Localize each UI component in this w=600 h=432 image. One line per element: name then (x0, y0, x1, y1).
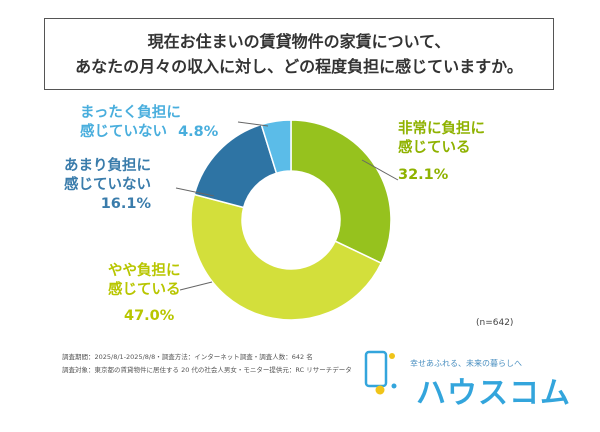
slice-label-very-burdened: 非常に負担に 感じている 32.1% (398, 120, 485, 185)
sample-size-note: (n=642) (476, 318, 514, 328)
slice-label-line2: 感じていない (64, 177, 151, 193)
logo-name: ハウスコム (416, 376, 571, 411)
leader-line-very-burdened (361, 159, 399, 181)
chart-title-line1: 現在お住まいの賃貸物件の家賃について、 (147, 32, 451, 51)
slice-not-burdened-at-all (260, 119, 292, 175)
survey-footer-line2: 調査対象：東京都の賃貸物件に居住する 20 代の社会人男女・モニター提供元：RC… (62, 366, 352, 374)
slice-label-line1: 非常に負担に (398, 121, 485, 137)
slice-label-somewhat-burdened: やや負担に 感じている 47.0% (108, 262, 181, 326)
slice-label-line1: まったく負担に (80, 105, 181, 121)
slice-label-line1: やや負担に (108, 263, 181, 279)
survey-footer-line1: 調査期間：2025/8/1-2025/8/8・調査方法：インターネット調査・調査… (62, 353, 313, 361)
chart-title-line2: あなたの月々の収入に対し、どの程度負担に感じていますか。 (75, 57, 523, 76)
slice-somewhat-burdened (190, 193, 383, 321)
slice-value: 16.1% (100, 196, 151, 212)
slice-label-line2: 感じていない (80, 124, 167, 140)
slice-label-not-burdened-at-all: まったく負担に 感じていない 4.8% (80, 104, 218, 142)
title-box: 現在お住まいの賃貸物件の家賃について、 あなたの月々の収入に対し、どの程度負担に… (44, 18, 554, 90)
slice-very-burdened (290, 119, 392, 265)
slice-label-line1: あまり負担に (64, 158, 151, 174)
slice-label-line2: 感じている (398, 140, 471, 156)
logo-mark-icon (364, 350, 397, 395)
slice-label-not-very-burdened: あまり負担に 感じていない 16.1% (64, 157, 151, 214)
slice-value: 4.8% (178, 124, 219, 140)
slice-value: 32.1% (398, 167, 449, 183)
leader-line-not-very-burdened (175, 187, 215, 197)
leader-line-somewhat-burdened (179, 281, 213, 291)
slice-value: 47.0% (124, 308, 175, 324)
slice-label-line2: 感じている (108, 282, 181, 298)
leader-line-not-burdened-at-all (237, 121, 269, 127)
logo-tagline: 幸せあふれる、未来の暮らしへ (410, 359, 522, 368)
